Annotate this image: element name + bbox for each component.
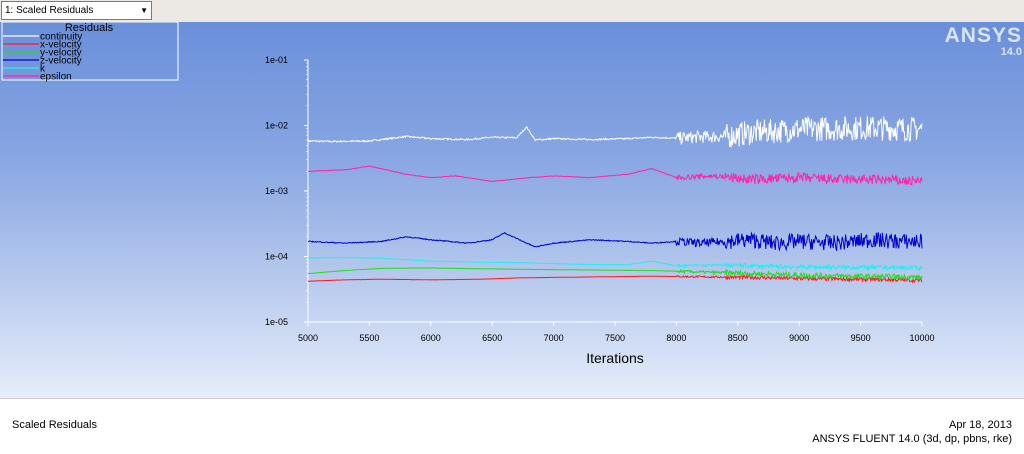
series-line-y-velocity [308,267,923,281]
ansys-logo: ANSYS 14.0 [938,24,1022,58]
residuals-plot: Residualscontinuityx-velocityy-velocityz… [1,22,935,366]
view-select-value: 1: Scaled Residuals [5,5,94,16]
legend-label-y-velocity: y-velocity [40,48,82,59]
y-tick-label: 1e-02 [265,121,288,131]
x-tick-label: 9000 [789,333,809,343]
y-tick-label: 1e-03 [265,186,288,196]
legend-label-continuity: continuity [40,32,82,43]
x-tick-label: 7500 [605,333,625,343]
x-tick-label: 6000 [421,333,441,343]
view-select-dropdown[interactable]: 1: Scaled Residuals ▼ [1,1,152,20]
series-line-epsilon [308,165,923,186]
legend: Residualscontinuityx-velocityy-velocityz… [1,22,179,83]
legend-label-epsilon: epsilon [40,72,72,83]
footer-title: Scaled Residuals [12,419,97,431]
legend-title: Residuals [65,22,114,34]
y-tick-label: 1e-04 [265,252,288,262]
x-tick-label: 5000 [298,333,318,343]
x-axis-label: Iterations [586,350,644,366]
y-tick-label: 1e-05 [265,317,288,327]
y-tick-label: 1e-01 [265,55,288,65]
x-tick-label: 9500 [851,333,871,343]
status-footer: Scaled Residuals Apr 18, 2013 ANSYS FLUE… [0,398,1024,454]
legend-label-z-velocity: z-velocity [40,56,82,67]
x-tick-label: 6500 [482,333,502,343]
series-line-z-velocity [307,231,923,252]
legend-box [1,22,179,81]
legend-label-x-velocity: x-velocity [40,40,82,51]
x-tick-label: 8500 [728,333,748,343]
series-line-x-velocity [307,273,923,284]
x-tick-label: 10000 [909,333,934,343]
toolbar: 1: Scaled Residuals ▼ [0,0,1024,23]
footer-product: ANSYS FLUENT 14.0 (3d, dp, pbns, rke) [812,433,1012,445]
footer-date: Apr 18, 2013 [949,419,1012,431]
brand-name: ANSYS [944,24,1022,47]
x-tick-label: 8000 [666,333,686,343]
series-lines [307,115,923,284]
chevron-down-icon[interactable]: ▼ [140,6,148,15]
brand-version: 14.0 [1000,46,1022,58]
legend-label-k: k [40,64,46,75]
series-line-continuity [307,115,923,148]
axes: 1e-01 1e-02 1e-03 1e-04 1e-05 5000 5500 6000 650… [265,55,935,366]
series-line-k [308,256,923,272]
x-tick-label: 7000 [544,333,564,343]
x-tick-label: 5500 [359,333,379,343]
graphics-window[interactable]: Residuals continuity x-velocity y-velocity z… [0,22,1024,398]
